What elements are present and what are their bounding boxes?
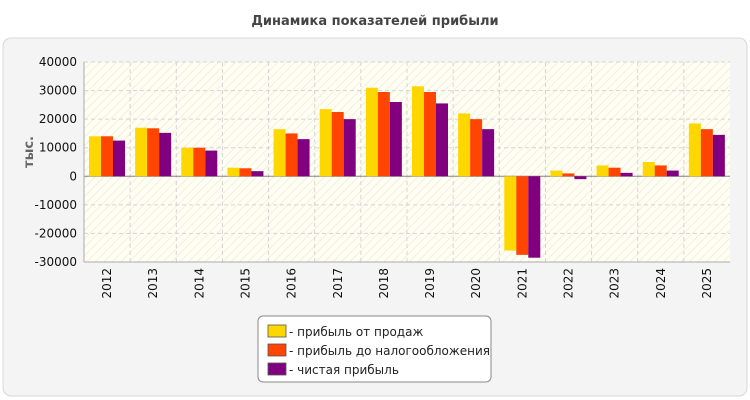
bar — [193, 147, 206, 177]
x-tick-label: 2025 — [700, 268, 714, 299]
bar — [504, 176, 517, 251]
bar — [458, 113, 471, 177]
bar — [436, 103, 448, 177]
bar — [101, 136, 113, 177]
bar — [239, 168, 252, 177]
bar — [251, 171, 264, 177]
legend-swatch — [267, 343, 287, 357]
bar — [181, 147, 194, 177]
x-tick-label: 2018 — [377, 268, 391, 299]
legend-swatch — [267, 362, 287, 376]
y-tick-label: 40000 — [39, 55, 77, 69]
bar — [596, 165, 609, 177]
legend-label: - прибыль до налогообложения — [289, 344, 490, 358]
bar — [113, 140, 125, 177]
y-tick-label: -10000 — [34, 198, 77, 212]
bar — [319, 109, 332, 177]
x-tick-label: 2019 — [423, 268, 437, 299]
y-tick-label: 10000 — [39, 141, 77, 155]
bar — [331, 112, 344, 177]
chart-title: Динамика показателей прибыли — [251, 14, 498, 29]
y-tick-label: -30000 — [34, 255, 77, 269]
bar — [273, 129, 286, 177]
legend-box — [257, 315, 492, 383]
bar — [159, 132, 172, 177]
legend-label: - прибыль от продаж — [289, 325, 423, 339]
bar — [700, 129, 713, 177]
bar — [377, 92, 390, 177]
x-tick-label: 2016 — [285, 268, 299, 299]
bar — [608, 167, 621, 177]
y-tick-label: 20000 — [39, 112, 77, 126]
x-tick-label: 2014 — [192, 268, 206, 299]
x-axis: 2012 2013 2014 2015 2016 2017 2018 2019 2020 2021… — [100, 268, 714, 299]
bar — [654, 165, 667, 177]
bar — [205, 150, 218, 177]
y-axis-label: тыс. — [22, 136, 37, 168]
bar — [620, 172, 633, 177]
bar — [666, 170, 679, 177]
bar — [712, 134, 725, 177]
bar — [470, 119, 483, 177]
bar — [516, 176, 529, 255]
bar — [227, 167, 240, 177]
bar — [89, 136, 101, 177]
bar — [389, 102, 402, 177]
bar — [482, 129, 495, 177]
bar — [285, 133, 298, 177]
bar — [574, 176, 587, 180]
bar — [147, 128, 160, 177]
x-tick-label: 2024 — [654, 268, 668, 299]
y-tick-label: 0 — [69, 169, 77, 183]
bar — [365, 87, 378, 177]
y-tick-label: 30000 — [39, 84, 77, 98]
legend-swatch — [267, 324, 287, 338]
x-tick-label: 2023 — [608, 268, 622, 299]
bar — [550, 170, 563, 177]
x-tick-label: 2015 — [239, 268, 253, 299]
bar — [343, 119, 356, 177]
bar — [562, 173, 575, 177]
x-tick-label: 2012 — [100, 268, 114, 299]
legend-label: - чистая прибыль — [289, 363, 399, 377]
bar — [688, 123, 701, 177]
bar — [528, 176, 541, 258]
legend: - прибыль от продаж - прибыль до налогооб… — [257, 315, 492, 383]
bar — [642, 162, 655, 177]
bar — [412, 86, 424, 177]
y-tick-label: -20000 — [34, 226, 77, 240]
x-tick-label: 2022 — [562, 268, 576, 299]
x-tick-label: 2020 — [469, 268, 483, 299]
x-tick-label: 2017 — [331, 268, 345, 299]
x-tick-label: 2013 — [146, 268, 160, 299]
bars — [89, 86, 725, 258]
x-tick-label: 2021 — [515, 268, 529, 299]
bar — [424, 92, 436, 177]
y-axis: 40000 30000 20000 10000 0 -10000 -20000 -30000 — [34, 55, 77, 269]
bar — [297, 139, 310, 177]
bar — [135, 127, 148, 177]
